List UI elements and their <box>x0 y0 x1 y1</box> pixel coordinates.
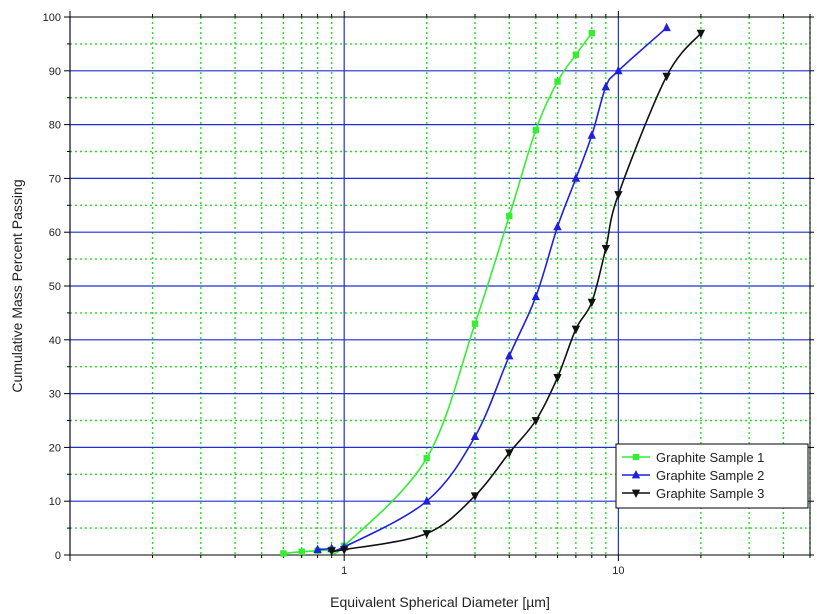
data-point <box>571 325 581 335</box>
y-tick-label: 70 <box>49 173 61 185</box>
legend-label: Graphite Sample 1 <box>656 450 764 465</box>
data-point <box>553 374 562 383</box>
data-point <box>662 22 671 32</box>
data-point <box>505 350 514 360</box>
legend-label: Graphite Sample 3 <box>656 486 764 501</box>
y-tick-label: 0 <box>55 550 61 562</box>
data-point <box>470 431 480 441</box>
legend-item: Graphite Sample 1 <box>622 450 764 465</box>
data-point <box>587 298 596 308</box>
legend-item: Graphite Sample 2 <box>622 468 764 483</box>
data-point <box>571 173 581 182</box>
x-tick-label: 10 <box>612 565 624 577</box>
data-point <box>532 126 540 134</box>
legend-marker <box>632 453 640 461</box>
series-3 <box>327 29 706 556</box>
data-point <box>422 496 431 505</box>
axis-ticks <box>64 11 814 561</box>
data-point <box>313 544 322 554</box>
data-point <box>505 449 514 458</box>
y-tick-label: 50 <box>49 281 61 293</box>
series-2 <box>313 22 671 554</box>
y-tick-label: 20 <box>49 442 61 454</box>
y-axis-title: Cumulative Mass Percent Passing <box>9 179 25 392</box>
series-layer <box>280 22 706 557</box>
data-point <box>662 72 671 82</box>
x-tick-label: 1 <box>341 565 347 577</box>
data-point <box>554 78 561 85</box>
data-point <box>280 550 287 557</box>
data-point <box>572 51 580 58</box>
data-point <box>696 29 706 39</box>
y-tick-label: 10 <box>49 496 61 508</box>
data-point <box>601 244 611 254</box>
data-point <box>614 65 623 75</box>
data-point <box>601 81 611 91</box>
data-point <box>471 320 479 327</box>
data-point <box>422 530 431 539</box>
data-point <box>531 291 541 301</box>
x-axis-title: Equivalent Spherical Diameter [µm] <box>330 594 550 610</box>
data-point <box>614 191 623 200</box>
y-tick-label: 30 <box>49 389 61 401</box>
data-point <box>553 221 562 231</box>
legend-marker <box>631 489 641 498</box>
data-point <box>506 212 513 220</box>
legend: Graphite Sample 1 Graphite Sample 2 Graphi… <box>615 443 809 509</box>
y-tick-label: 60 <box>49 227 61 239</box>
data-point <box>587 130 596 139</box>
data-point <box>470 492 480 501</box>
data-point <box>339 546 349 555</box>
y-tick-label: 100 <box>43 12 61 24</box>
series-line <box>317 27 668 552</box>
series-1 <box>280 29 595 557</box>
data-point <box>588 29 595 37</box>
y-tick-label: 90 <box>49 66 61 78</box>
data-point <box>298 548 305 555</box>
y-tick-label: 40 <box>49 335 61 347</box>
legend-box <box>615 443 809 509</box>
legend-marker <box>631 470 641 479</box>
data-point <box>531 417 541 426</box>
legend-item: Graphite Sample 3 <box>622 486 764 501</box>
y-tick-label: 80 <box>49 120 61 132</box>
major-grid <box>69 17 810 555</box>
data-point <box>423 454 430 462</box>
data-point <box>327 547 336 556</box>
legend-label: Graphite Sample 2 <box>656 468 764 483</box>
series-line <box>283 32 593 555</box>
